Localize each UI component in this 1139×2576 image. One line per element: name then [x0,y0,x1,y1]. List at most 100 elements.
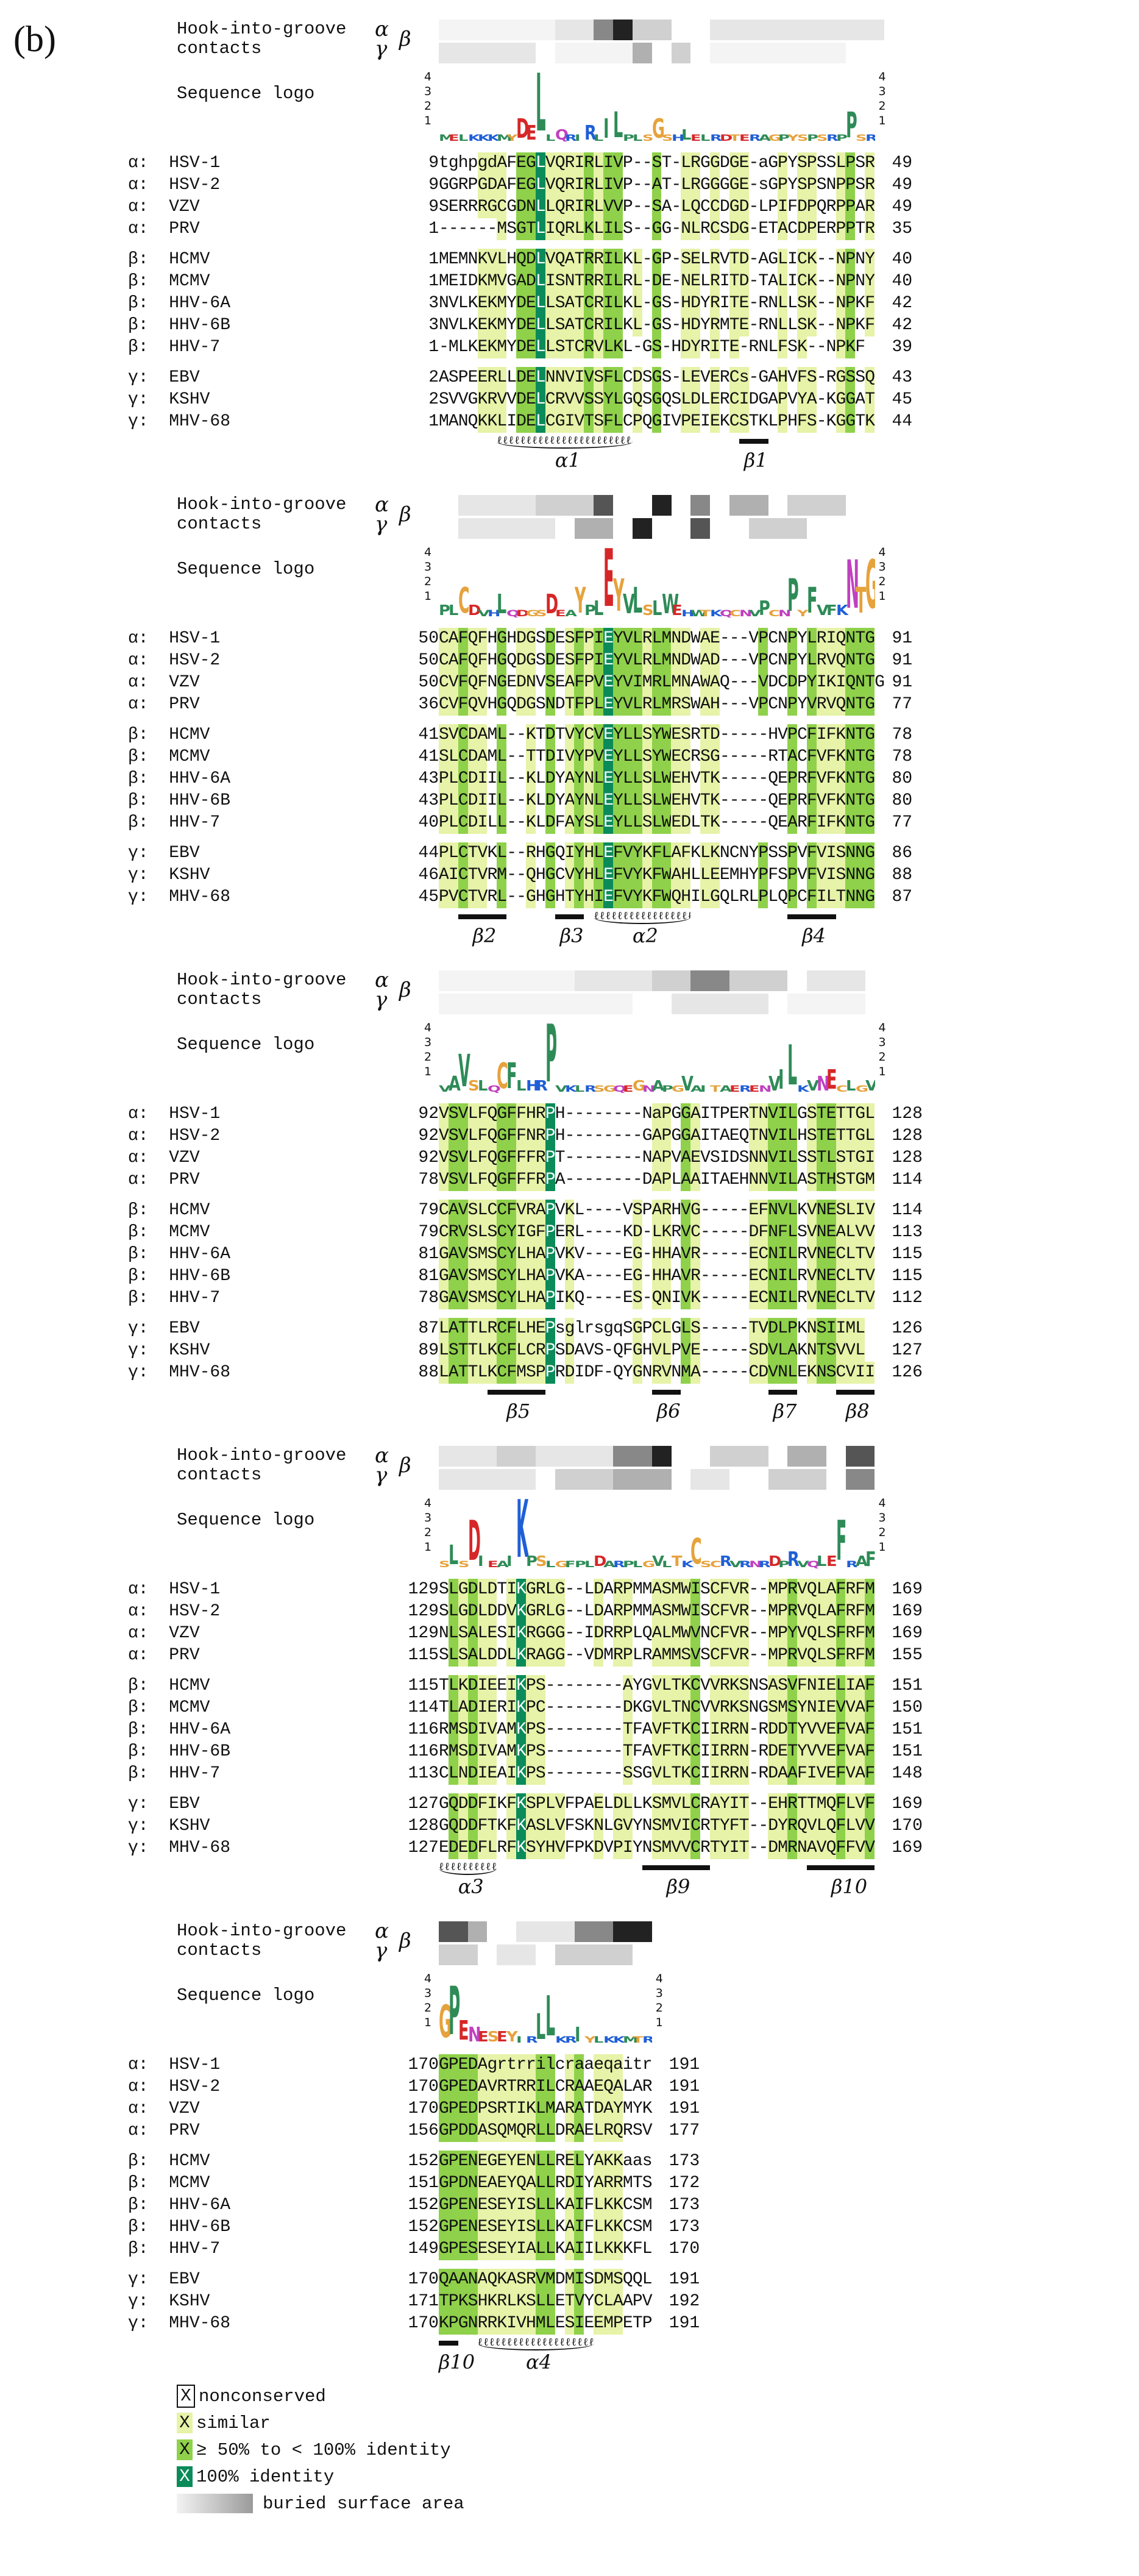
logo-letter: E [477,2029,489,2044]
alpha-helix: ℓℓℓℓℓℓℓℓℓℓℓℓℓℓℓℓℓℓℓℓℓℓℓℓ [497,435,633,449]
logo-letter: A [651,1078,664,1094]
axis-tick: 3 [424,1036,432,1049]
start-position: 87 [418,1319,439,1338]
alignment-row: γ: KSHV 89 LSTTLKCFLCRPSDAVS-QFGHVLPVE----… [128,1340,1103,1362]
logo-letter: A [564,609,577,618]
sequence: LATTLRCFLHEPsglrsgqSGPCLGLS-----TVDLPKNS… [439,1318,865,1340]
start-position: 149 [408,2240,439,2258]
logo-letter: Y [613,570,625,618]
species-label: β: HHV-7 [128,813,221,832]
contact-bar-cell [690,1469,729,1490]
start-position: 115 [408,1646,439,1665]
species-label: α: HSV-1 [128,154,221,173]
species-label: β: MCMV [128,1223,210,1242]
alignment-row: α: HSV-2 50 CAFQFHGQDGSDESFPIEYVLRLMNDWAD-… [128,650,1103,672]
logo-letter: P [661,1084,673,1094]
end-position: 150 [892,1698,923,1717]
start-position: 92 [418,1148,439,1167]
species-label: β: HHV-7 [128,1289,221,1308]
axis-tick: 2 [424,1050,432,1064]
axis-tick: 1 [878,1065,886,1078]
end-position: 113 [892,1223,923,1242]
contacts-label: Hook-into-groove contacts [177,494,347,534]
secondary-structure: ℓℓℓℓℓℓℓℓℓℓℓℓℓℓℓℓℓℓℓℓℓℓℓℓ α1 β1 [439,435,875,472]
end-position: 40 [892,250,913,269]
alignment-row: β: HHV-6A 152 GPENESEYISLLKAIFLKKCSM 173 [128,2194,1103,2216]
end-position: 177 [669,2121,700,2140]
logo-letter: K [487,133,500,143]
contact-bar-cell [787,994,865,1014]
contact-bar-cell [555,43,633,63]
logo-letter: S [642,133,654,143]
axis-tick: 3 [878,1511,886,1525]
sequence-logo-label: Sequence logo [177,559,315,579]
logo-letter: L [633,1560,643,1569]
logo-letter: P [845,104,857,143]
sequence: tghpgdAFEGLVQRIRLIVP--ST-LRGGDGE-aGPYSPS… [439,152,875,174]
end-position: 169 [892,1602,923,1621]
start-position: 9 [428,176,439,194]
start-position: 115 [408,1676,439,1695]
gamma-symbol: γ [375,987,388,1012]
contacts-label: Hook-into-groove contacts [177,970,347,1009]
alignment-row: α: HSV-1 50 CAFQFHGHDGSDESFPIEYVLRLMNDWAE-… [128,628,1103,650]
sequence: CRVSLSCYIGFPERL----KD-LKRVC-----DFNFLSVN… [439,1222,875,1244]
species-label: α: HSV-2 [128,1126,221,1145]
axis-tick: 2 [424,99,432,113]
alignment-row: γ: MHV-68 45 PVCTVRL--GHGHTYHIEFVYKFWQHILG… [128,886,1103,908]
logo-letter: Y [787,133,799,143]
alignment-row: β: HCMV 41 SVCDAML--KTDTVYCVEYLLSYWESRTD--… [128,724,1103,746]
secondary-structure-label: β7 [773,1400,797,1423]
start-position: 41 [418,747,439,766]
start-position: 152 [408,2196,439,2215]
logo-letter: K [603,2035,616,2044]
contact-bars [439,1921,652,1968]
end-position: 172 [669,2174,700,2193]
contact-bar-cell [458,518,555,539]
alpha-symbol: α [375,1443,389,1468]
logo-letter: R [536,1078,548,1094]
logo-letter: L [613,104,623,143]
secondary-structure-label: β5 [506,1400,531,1423]
logo-letter: P [574,1560,586,1569]
logo-letter: C [836,1084,848,1094]
contact-bar-cell [845,1446,875,1467]
alignment-row: α: HSV-2 129 SLGDLDDVKGRLG--LDARPMMASMWISC… [128,1601,1103,1623]
end-position: 148 [892,1764,923,1783]
logo-letter: P [545,1020,557,1094]
species-label: α: VZV [128,1148,200,1167]
logo-letter: L [458,133,469,143]
logo-letter: P [584,603,596,618]
contact-bar-cell [574,518,614,539]
logo-letter: A [758,133,771,143]
logo-letter: F [826,603,837,618]
contact-bars [439,495,875,541]
species-label: β: HHV-6B [128,1267,231,1286]
alignment-row: α: PRV 78 VSVLFQGFFFRPA--------DAPLAAITAEH… [128,1169,1103,1191]
sequence: GQDDFTKFKASLVFSKNLGVYNSMVICRTYFT--DYRQVL… [439,1815,875,1837]
end-position: 173 [669,2196,700,2215]
beta-symbol: β [399,1929,411,1953]
logo-letter: K [555,2035,567,2044]
end-position: 112 [892,1289,923,1308]
contact-bar-cell [710,20,826,40]
start-position: 43 [418,791,439,810]
secondary-structure-label: β3 [559,924,584,947]
panel-label: (b) [13,19,56,59]
alignment-row: γ: EBV 170 QAANAQKASRVMDMISDMSQQL 191 [128,2269,1103,2291]
logo-letter: P [758,596,770,618]
species-label: α: VZV [128,1624,200,1643]
logo-letter: L [536,2006,546,2044]
sequence: SVCDAML--KTDTVYCVEYLLSYWESRTD-----HVPCFI… [439,724,875,746]
beta-strand [739,439,768,444]
axis-tick: 1 [424,1540,432,1554]
start-position: 81 [418,1267,439,1286]
logo-letter: S [817,133,828,143]
logo-letter: Q [720,609,733,618]
start-position: 170 [408,2077,439,2096]
alignment-row: γ: MHV-68 88 LATTLKCFMSPPRDIDF-QYGNRVNMA--… [128,1362,1103,1384]
logo-letter: D [467,1509,481,1569]
